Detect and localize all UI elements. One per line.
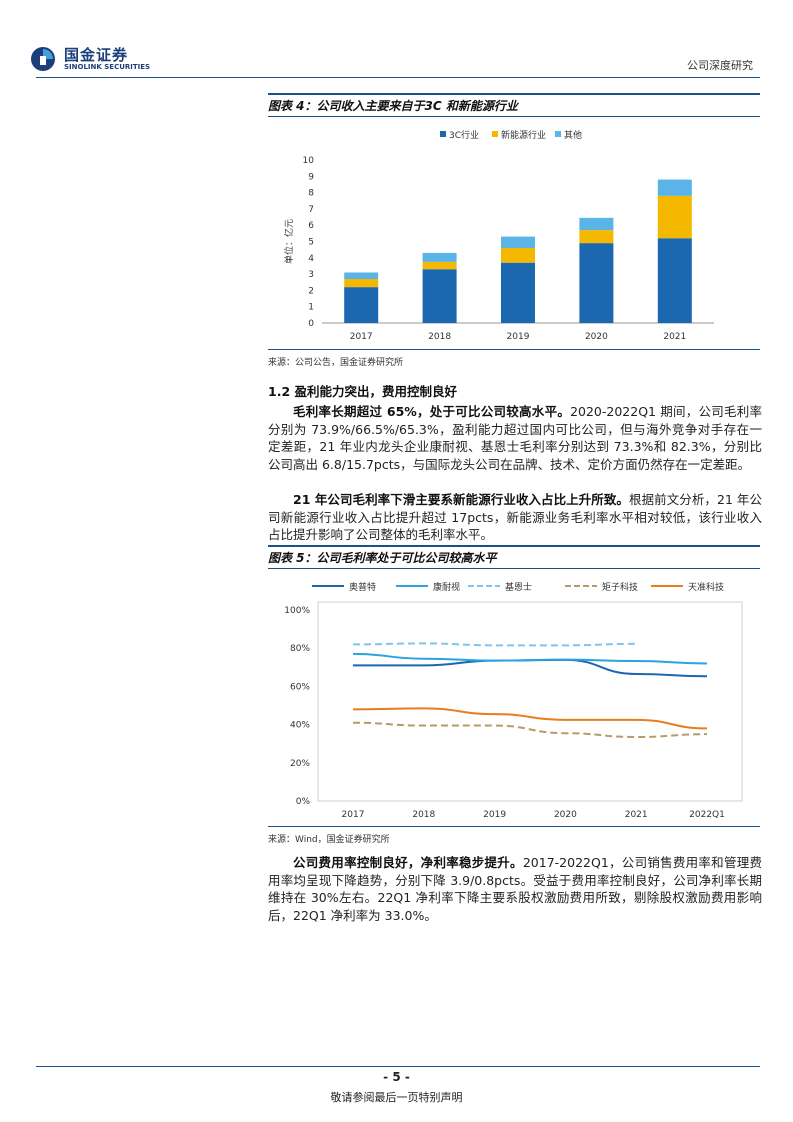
y-tick-label: 60% (290, 682, 310, 692)
bar-2017-series-3 (344, 272, 379, 279)
y-tick-label: 4 (308, 254, 314, 264)
legend-swatch-1 (440, 131, 446, 137)
y-tick-label: 9 (308, 172, 314, 182)
legend-label-5: 天准科技 (688, 581, 724, 593)
paragraph-gross-margin: 毛利率长期超过 65%，处于可比公司较高水平。2020-2022Q1 期间，公司… (268, 403, 762, 473)
figure5-title-rule (268, 568, 760, 569)
bar-2018-series-2 (422, 261, 457, 270)
legend-label-2: 康耐视 (433, 581, 460, 593)
section-heading: 1.2 盈利能力突出，费用控制良好 (268, 384, 457, 399)
x-tick-label: 2018 (412, 810, 435, 820)
y-axis-label: 单位：亿元 (283, 219, 295, 264)
logo-text-cn: 国金证券 (64, 46, 129, 64)
legend-label-4: 矩子科技 (602, 581, 638, 593)
x-tick-label: 2017 (342, 810, 365, 820)
figure5-title: 图表 5：公司毛利率处于可比公司较高水平 (268, 551, 497, 565)
plot-area-frame (317, 601, 743, 802)
series-line-4 (352, 721, 708, 739)
legend-swatch-3 (555, 131, 561, 137)
bar-2021-series-3 (657, 179, 692, 196)
report-type-label: 公司深度研究 (687, 59, 753, 72)
x-tick-label: 2021 (663, 332, 686, 342)
x-tick-label: 2022Q1 (689, 810, 725, 820)
paragraph-expense-control-body: 2017-2022Q1，公司销售费用率和管理费用率均呈现下降趋势，分别下降 3.… (268, 855, 762, 923)
bar-2020-series-3 (579, 217, 614, 231)
x-tick-label: 2021 (625, 810, 648, 820)
paragraph-margin-decline: 21 年公司毛利率下滑主要系新能源行业收入占比上升所致。根据前文分析，21 年公… (268, 491, 762, 544)
paragraph-gross-margin-lead: 毛利率长期超过 65%，处于可比公司较高水平。 (293, 404, 571, 419)
y-tick-label: 1 (308, 303, 314, 313)
footer-disclaimer: 敬请参阅最后一页特别声明 (330, 1091, 463, 1104)
legend-label-2: 新能源行业 (501, 129, 546, 141)
figure5-bottom-rule (268, 826, 760, 827)
bar-2017-series-2 (344, 278, 379, 288)
y-tick-label: 8 (308, 189, 314, 199)
x-tick-label: 2018 (428, 332, 451, 342)
x-tick-label: 2020 (554, 810, 577, 820)
bar-2019-series-3 (501, 236, 535, 249)
x-tick-label: 2019 (507, 332, 530, 342)
logo-mark-icon (31, 47, 55, 71)
bar-2018-series-3 (422, 252, 457, 262)
bar-2019-series-1 (501, 262, 535, 323)
figure4-top-rule (268, 93, 760, 95)
bar-2018-series-1 (422, 269, 457, 323)
bar-2017-series-1 (344, 287, 379, 323)
revenue-stacked-bar-chart: 3C行业 新能源行业 其他 0 1 2 3 4 5 6 7 8 9 10 单位：亿元 2017 2018 2019… (283, 129, 714, 342)
bar-2021-series-2 (657, 195, 692, 239)
bar-2019-series-2 (501, 248, 535, 263)
y-tick-label: 2 (308, 286, 314, 296)
series-line-3 (352, 642, 637, 647)
figure5-source: 来源：Wind，国金证券研究所 (268, 835, 390, 845)
figure4-title-rule (268, 116, 760, 117)
company-logo: 国金证券 SINOLINK SECURITIES (30, 44, 170, 74)
header-divider (36, 77, 760, 78)
y-tick-label: 80% (290, 644, 310, 654)
x-tick-label: 2019 (483, 810, 506, 820)
figure4-bottom-rule (268, 349, 760, 350)
y-tick-label: 40% (290, 721, 310, 731)
y-tick-label: 0% (296, 797, 311, 807)
page-number: - 5 - (383, 1070, 410, 1084)
figure5-top-rule (268, 545, 760, 547)
legend-label-1: 奥普特 (349, 581, 376, 593)
series-line-5 (352, 707, 708, 730)
legend-label-1: 3C行业 (449, 129, 479, 141)
legend-label-3: 基恩士 (505, 581, 532, 593)
y-tick-label: 7 (308, 205, 314, 215)
series-line-1 (353, 658, 708, 678)
paragraph-expense-control-lead: 公司费用率控制良好，净利率稳步提升。 (293, 855, 523, 870)
paragraph-gross-margin-body: 2020-2022Q1 期间，公司毛利率分别为 73.9%/66.5%/65.3… (268, 404, 762, 472)
legend-label-3: 其他 (564, 129, 582, 141)
figure4-title: 图表 4：公司收入主要来自于3C 和新能源行业 (268, 99, 518, 113)
y-tick-label: 10 (303, 156, 315, 166)
bar-2021-series-1 (657, 238, 692, 323)
figure4-source: 来源：公司公告，国金证券研究所 (268, 358, 404, 368)
y-tick-label: 100% (284, 606, 310, 616)
y-tick-label: 20% (290, 759, 310, 769)
legend-swatch-2 (492, 131, 498, 137)
bar-2020-series-2 (579, 230, 614, 244)
gross-margin-line-chart: 奥普特 康耐视 基恩士 矩子科技 天准科技 0% 20% 40% 60% 80% 100% 2017 2… (284, 581, 743, 820)
series-line-2 (352, 652, 708, 665)
x-tick-label: 2020 (585, 332, 608, 342)
y-tick-label: 3 (308, 270, 314, 280)
footer-divider (36, 1066, 760, 1067)
paragraph-expense-control: 公司费用率控制良好，净利率稳步提升。2017-2022Q1，公司销售费用率和管理… (268, 854, 762, 924)
y-tick-label: 0 (308, 319, 314, 329)
x-tick-label: 2017 (350, 332, 373, 342)
bar-2020-series-1 (579, 243, 614, 323)
y-tick-label: 6 (308, 221, 314, 231)
y-tick-label: 5 (308, 238, 314, 248)
paragraph-margin-decline-body: 根据前文分析，21 年公司新能源行业收入占比提升超过 17pcts，新能源业务毛… (268, 492, 763, 542)
paragraph-margin-decline-lead: 21 年公司毛利率下滑主要系新能源行业收入占比上升所致。 (293, 492, 630, 507)
logo-text-en: SINOLINK SECURITIES (64, 63, 151, 71)
